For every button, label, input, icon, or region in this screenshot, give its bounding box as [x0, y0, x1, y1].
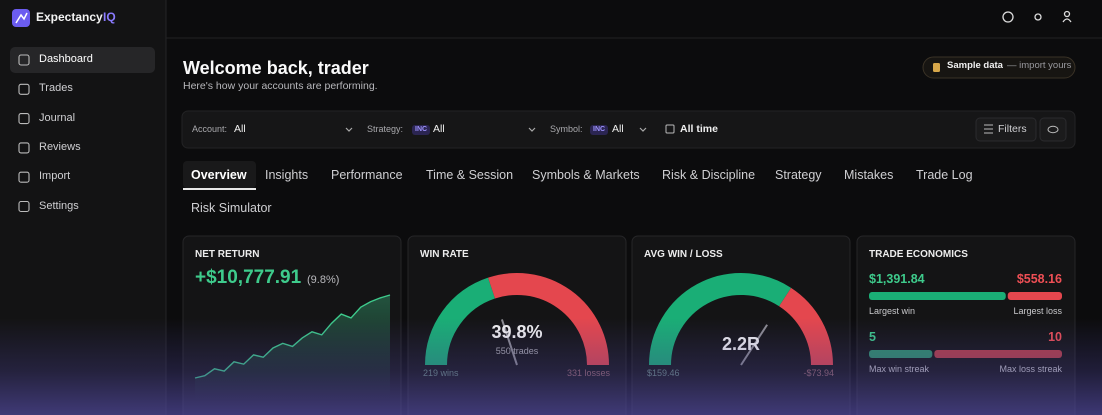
badge-note: — import yours [1007, 60, 1072, 71]
nav-item[interactable]: Trades [39, 82, 73, 95]
eye-icon[interactable] [1047, 125, 1059, 134]
filter-tag: INC [590, 125, 609, 136]
brand-accent: IQ [103, 10, 116, 24]
logo-line [15, 12, 28, 24]
economics-loss-bar [1007, 292, 1062, 300]
tab[interactable]: Strategy [775, 168, 822, 182]
filter-label: Strategy: [367, 124, 404, 134]
theme-icon[interactable] [1034, 13, 1042, 21]
nav-item[interactable]: Import [39, 170, 71, 183]
page-subtitle: Here's how your accounts are performing. [183, 80, 378, 92]
economics-right: 10 [1048, 330, 1062, 344]
nav-icon[interactable] [18, 200, 30, 213]
nav-item[interactable]: Dashboard [39, 53, 93, 65]
brand-name: Expectancy [36, 10, 103, 24]
nav-icon[interactable] [18, 83, 30, 95]
economics-win-bar [869, 292, 1006, 300]
logo-icon [12, 9, 30, 27]
help-icon[interactable] [1002, 11, 1014, 23]
economics-left: 5 [869, 330, 876, 344]
nav-item[interactable]: Settings [39, 199, 79, 212]
tab[interactable]: Symbols & Markets [532, 168, 640, 182]
chevron[interactable] [345, 127, 353, 132]
tab[interactable]: Time & Session [426, 168, 514, 182]
tab[interactable]: Risk Simulator [191, 201, 272, 215]
gauge-left-label: 219 wins [423, 368, 459, 378]
economics-right-label: Largest loss [1013, 306, 1062, 316]
net-return-pct: (9.8%) [307, 274, 340, 286]
chevron[interactable] [528, 127, 536, 132]
economics-right-label: Max loss streak [999, 364, 1062, 374]
tab-active-bg[interactable] [183, 161, 256, 188]
gauge-right-label: 331 losses [566, 368, 610, 378]
avg-rr-value: 2.2R [721, 334, 761, 354]
chevron[interactable] [639, 127, 647, 132]
economics-left-label: Largest win [869, 306, 916, 316]
economics-loss-bar [934, 350, 1062, 358]
nav-icon[interactable] [18, 142, 30, 154]
tab[interactable]: Performance [331, 168, 403, 182]
tab[interactable]: Risk & Discipline [662, 168, 756, 182]
tab[interactable]: Insights [265, 168, 309, 182]
nav-icon[interactable] [18, 171, 30, 183]
tab[interactable]: Overview [191, 168, 247, 182]
gauge-right-label: -$73.94 [803, 368, 834, 378]
economics-win-bar [869, 350, 933, 358]
tab[interactable]: Mistakes [844, 168, 894, 182]
gauge-left-label: $159.46 [647, 368, 680, 378]
filter-value[interactable]: All [433, 123, 445, 135]
badge-label: Sample data [947, 60, 1003, 71]
user-icon-body[interactable] [1062, 18, 1072, 23]
page-title: Welcome back, trader [183, 58, 369, 78]
filter-label: Symbol: [550, 124, 583, 134]
filter-value[interactable]: All [234, 123, 246, 135]
nav-icon[interactable] [18, 113, 30, 125]
net-return-value: +$10,777.91 [195, 267, 302, 288]
win-rate-value: 39.8% [491, 322, 543, 342]
economics-left: $1,391.84 [869, 272, 925, 286]
filter-bar [181, 110, 1076, 149]
nav-icon[interactable] [18, 54, 30, 66]
filters-button[interactable] [975, 117, 1037, 142]
filter-value[interactable]: All [612, 123, 624, 135]
economics-left-label: Max win streak [869, 364, 930, 374]
badge-icon [933, 63, 940, 72]
nav-item[interactable]: Reviews [39, 140, 81, 153]
sample-badge [922, 56, 1076, 79]
card-title: AVG WIN / LOSS [644, 249, 723, 260]
calendar-icon[interactable] [665, 124, 675, 134]
card-title: TRADE ECONOMICS [869, 249, 968, 260]
filter-period[interactable]: All time [680, 123, 718, 135]
economics-right: $558.16 [1016, 272, 1062, 286]
nav-item[interactable]: Journal [39, 111, 76, 124]
nav-active-bg[interactable] [10, 47, 155, 73]
card-title: NET RETURN [195, 249, 260, 260]
card-title: WIN RATE [420, 249, 469, 260]
filter-label: Account: [192, 124, 228, 134]
visibility-button[interactable] [1039, 117, 1067, 142]
card [856, 235, 1076, 415]
user-icon[interactable] [1063, 10, 1071, 18]
tab[interactable]: Trade Log [916, 168, 973, 182]
filters-button-label[interactable]: Filters [998, 123, 1027, 135]
filter-tag: INC [412, 125, 431, 136]
win-rate-trades: 550 trades [495, 346, 539, 356]
